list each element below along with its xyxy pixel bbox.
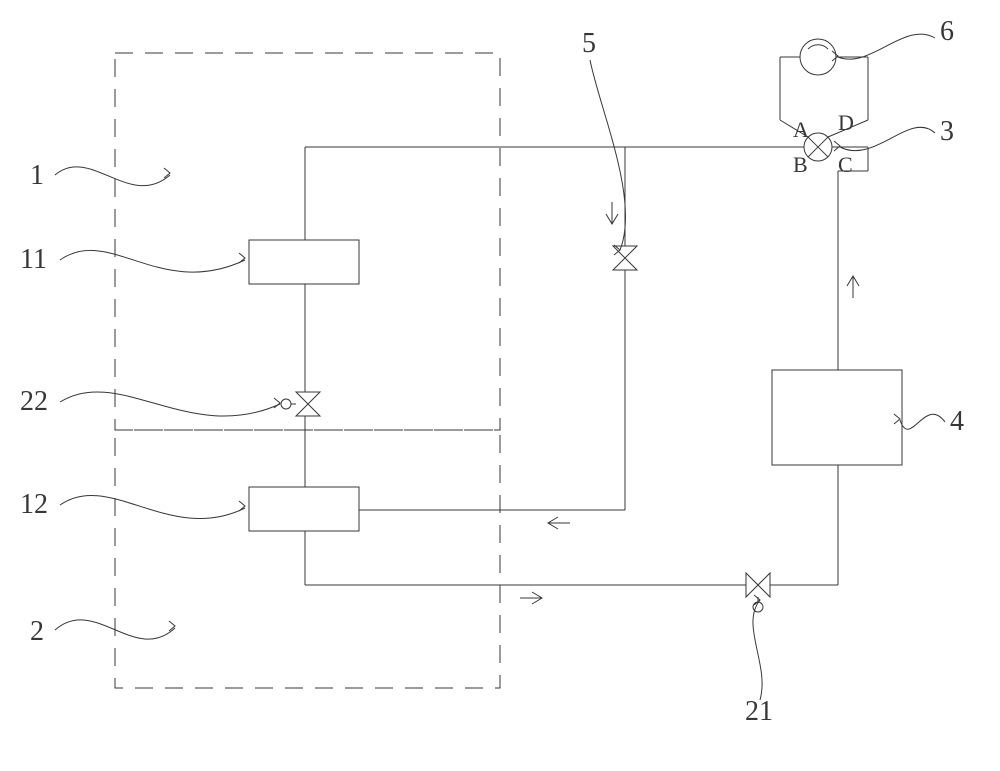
- callout-label-cl6: 6: [940, 16, 954, 47]
- callout-leader-cl1: [55, 167, 170, 186]
- callout-label-cl12: 12: [20, 489, 48, 520]
- block11: [249, 240, 359, 284]
- callout-arrow-cl3: [834, 141, 840, 151]
- port-label-C: C: [838, 152, 853, 177]
- flow-arrow-arrow_left_mid: [548, 517, 570, 529]
- port-label-A: A: [793, 117, 809, 142]
- port-label-B: B: [793, 152, 808, 177]
- callout-label-cl3: 3: [940, 116, 954, 147]
- callout-label-cl2: 2: [30, 616, 44, 647]
- valve-21: [746, 573, 770, 597]
- callout-label-cl22: 22: [20, 386, 48, 417]
- dashed-region-box2: [115, 430, 500, 688]
- callout-leader-cl6: [838, 34, 935, 59]
- callout-leader-cl21: [753, 600, 762, 700]
- callout-label-cl1: 1: [30, 160, 44, 191]
- callout-label-cl5: 5: [582, 28, 596, 59]
- callout-arrow-cl2: [169, 621, 175, 631]
- compressor-6-detail: [808, 45, 828, 49]
- valve-5: [613, 246, 637, 270]
- flow-arrow-arrow_up_right: [847, 276, 859, 298]
- flow-arrow-arrow_right_bottom: [520, 592, 542, 604]
- flow-arrow-arrow_down_branch: [606, 202, 618, 224]
- callout-leader-cl22: [60, 392, 280, 416]
- callout-leader-cl5: [590, 60, 626, 250]
- block4: [772, 370, 902, 465]
- callout-label-cl4: 4: [950, 406, 964, 437]
- callout-leader-cl11: [60, 250, 245, 272]
- callout-arrow-cl1: [164, 168, 170, 178]
- dashed-region-box1: [115, 53, 500, 430]
- valve-22-handle: [281, 399, 291, 409]
- callout-label-cl21: 21: [745, 696, 773, 727]
- valve-22: [296, 392, 320, 416]
- block12: [249, 487, 359, 531]
- callout-arrow-cl4: [894, 414, 900, 424]
- callout-label-cl11: 11: [20, 244, 47, 275]
- callout-leader-cl4: [900, 414, 945, 429]
- port-label-D: D: [838, 110, 854, 135]
- callout-leader-cl12: [60, 495, 245, 518]
